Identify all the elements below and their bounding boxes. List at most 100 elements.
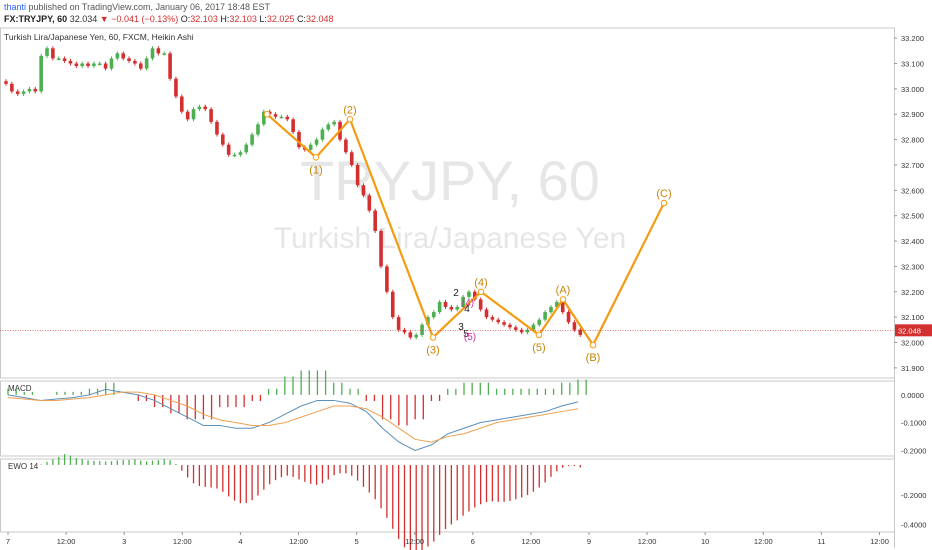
macd-tick-label: -0.1000: [901, 419, 926, 428]
y-tick-label: 32.700: [901, 161, 924, 170]
candle: [45, 48, 49, 56]
wave-label: (3): [426, 344, 439, 356]
candle: [473, 291, 477, 300]
wave-label: (4): [474, 277, 487, 289]
wave-label: (5): [532, 342, 545, 354]
candle: [490, 317, 495, 320]
candle: [138, 63, 143, 69]
macd-tick-label: 0.0000: [901, 391, 924, 400]
candle: [168, 53, 172, 79]
candle: [109, 58, 114, 69]
wave-point: [312, 154, 320, 161]
x-tick-label: 3: [122, 537, 126, 546]
candle: [256, 124, 260, 135]
minor-wave-label: 2: [453, 288, 459, 299]
candle: [92, 63, 96, 67]
macd-pane: MACD 0.0000 -0.1000 -0.2000: [7, 370, 926, 455]
candle: [174, 78, 178, 97]
candle: [508, 324, 512, 328]
wave-point: [559, 296, 567, 303]
candle: [10, 83, 14, 92]
candle: [221, 134, 225, 145]
y-tick-label: 32.100: [901, 313, 924, 322]
y-tick-label: 33.100: [901, 60, 924, 69]
publish-info: published on TradingView.com, January 06…: [28, 2, 271, 12]
ewo-tick-label: -0.4000: [901, 521, 926, 530]
candles: [4, 46, 583, 340]
candle: [320, 129, 325, 140]
x-tick-label: 12:00: [754, 537, 773, 546]
candle: [390, 291, 395, 318]
candle: [461, 296, 465, 307]
candle: [279, 116, 284, 119]
candle: [502, 322, 506, 325]
y-tick-label: 32.900: [901, 110, 924, 119]
candle: [191, 109, 196, 120]
low-value: 32.025: [266, 14, 295, 24]
candle: [420, 324, 424, 335]
x-tick-label: 12:00: [57, 537, 76, 546]
candle: [566, 312, 571, 323]
candle: [121, 53, 125, 59]
minor-wave-label: (4): [462, 298, 474, 309]
wave-label: (2): [343, 104, 356, 116]
candle: [15, 91, 20, 94]
candle: [431, 312, 436, 318]
candle: [519, 329, 524, 333]
ewo-title: EWO 14: [8, 462, 39, 471]
x-tick-label: 12:00: [522, 537, 541, 546]
y-tick-label: 32.300: [901, 262, 924, 271]
ewo-pane: EWO 14 -0.2000 -0.4000: [8, 454, 926, 550]
candle: [543, 312, 547, 320]
price-change: −0.041 (−0.13%): [111, 14, 179, 24]
wave-label: (1): [309, 164, 322, 176]
wave-point: [535, 331, 543, 339]
open-value: 32.103: [190, 14, 218, 24]
x-tick-label: 12:00: [173, 537, 192, 546]
y-tick-label: 32.600: [901, 186, 924, 195]
close-value: 32.048: [305, 14, 334, 24]
candle: [197, 106, 202, 110]
candle: [4, 81, 8, 84]
axes: 33.200 33.100 33.000 32.900 32.800 32.700 32.6…: [0, 34, 932, 546]
y-tick-label: 33.200: [901, 34, 924, 43]
x-tick-label: 12:00: [405, 537, 424, 546]
x-tick-label: 12:00: [638, 537, 657, 546]
candle: [162, 53, 167, 55]
candle: [86, 63, 90, 67]
ewo-tick-label: -0.2000: [901, 491, 926, 500]
candle: [51, 48, 55, 59]
candle: [226, 144, 231, 155]
candle: [144, 58, 149, 69]
wave-point: [429, 334, 437, 341]
candle: [332, 121, 336, 125]
candle: [74, 63, 79, 67]
macd-line: [7, 388, 579, 451]
y-tick-label: 32.800: [901, 136, 924, 145]
wave-label: (A): [556, 284, 571, 296]
y-tick-label: 32.200: [901, 288, 924, 297]
candle: [560, 301, 565, 313]
minor-wave-label: (5): [464, 332, 476, 343]
candle: [408, 332, 413, 338]
candle: [402, 329, 407, 333]
candle: [180, 96, 184, 112]
wave-label: (C): [656, 188, 671, 200]
author-link[interactable]: thanti: [4, 2, 27, 12]
candle: [443, 301, 448, 307]
minor-wave-label: 3: [458, 322, 464, 333]
candle: [156, 48, 161, 54]
candle: [467, 291, 471, 297]
publish-line: thanti published on TradingView.com, Jan…: [4, 2, 270, 13]
candle: [396, 317, 401, 330]
candle: [379, 230, 383, 267]
x-tick-label: 9: [587, 537, 591, 546]
x-tick-label: 6: [471, 537, 475, 546]
chart-title: Turkish Lira/Japanese Yen, 60, FXCM, Hei…: [4, 32, 194, 42]
candle: [537, 319, 542, 325]
candle: [291, 119, 295, 132]
quote-line: FX:TRYJPY, 60 32.034 ▼ −0.041 (−0.13%) O…: [4, 14, 334, 24]
last-price-tag: [895, 324, 932, 337]
